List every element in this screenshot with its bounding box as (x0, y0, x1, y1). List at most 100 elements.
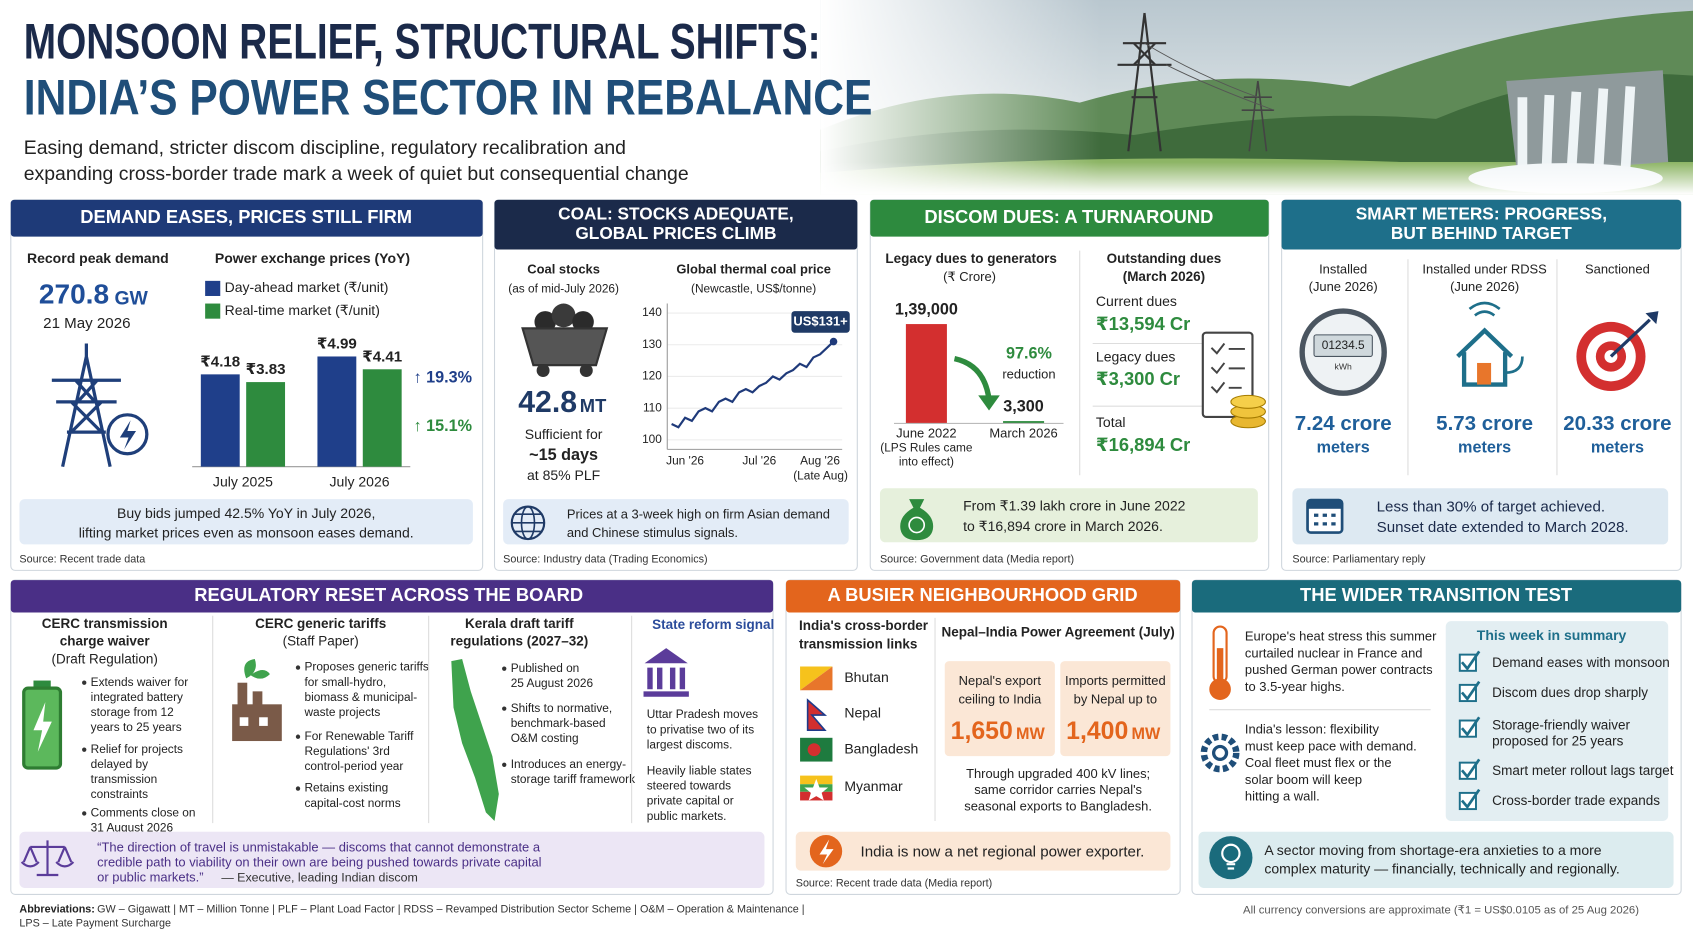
legend-swatch (205, 303, 221, 319)
moneybag-icon-part (900, 499, 934, 541)
panel-title: GLOBAL PRICES CLIMB (575, 223, 776, 243)
text: Legacy dues to generators (885, 251, 1057, 266)
flag-myanmar-part (804, 778, 829, 801)
text: A sector moving from shortage-era anxiet… (1264, 842, 1601, 858)
text: largest discoms. (647, 737, 733, 751)
text: MW (1016, 725, 1045, 743)
text: Extends waiver for (91, 675, 189, 689)
gear-icon-part (1211, 744, 1229, 762)
text: seasonal exports to Bangladesh. (964, 798, 1152, 813)
text: lifting market prices even as monsoon ea… (79, 524, 414, 540)
text: constraints (91, 787, 148, 801)
bulb-icon-part (1226, 863, 1236, 870)
check-icon-part (1460, 758, 1481, 779)
stat-box (1060, 661, 1171, 757)
factory-icon-part (232, 704, 282, 742)
check-icon-part (1460, 716, 1481, 737)
text: “The direction of travel is unmistakable… (97, 839, 541, 854)
text: 5.73 crore (1436, 412, 1533, 435)
down-arrow-part (953, 355, 992, 401)
calendar-icon-part (1314, 513, 1336, 526)
text: charge waiver (60, 634, 151, 649)
x-tick-label: July 2025 (213, 474, 273, 490)
note-box (19, 499, 473, 545)
factory-icon-part (252, 691, 263, 707)
stat-box (944, 661, 1055, 757)
text: Kerala draft tariff (465, 616, 574, 631)
bar (905, 324, 947, 424)
moneybag-icon-part (908, 516, 926, 534)
text: Shifts to normative, (511, 701, 612, 715)
panel-title: DISCOM DUES: A TURNAROUND (924, 206, 1213, 227)
bullet (295, 665, 301, 670)
note-box (1292, 488, 1669, 545)
source: Source: Recent trade data (Media report) (796, 877, 993, 889)
y-tick-label: 110 (643, 400, 662, 414)
text: — Executive, leading Indian discom (221, 871, 418, 885)
text: Sanctioned (1585, 261, 1650, 276)
check-icon (1458, 758, 1481, 780)
check-icon (1458, 650, 1481, 672)
text: (Newcastle, US$/tonne) (691, 282, 816, 296)
kerala-map-icon (451, 658, 499, 821)
coal-cart-icon-part (579, 364, 593, 378)
coal-cart-icon-part (536, 364, 550, 378)
text: Retains existing (304, 781, 388, 795)
check-icon (1458, 788, 1481, 811)
text: (Draft Regulation) (52, 652, 158, 667)
text: Legacy dues (1096, 348, 1175, 364)
source: Source: Parliamentary reply (1292, 553, 1426, 565)
annotation: ↑ 15.1% (414, 417, 472, 435)
text: to 3.5-year highs. (1245, 679, 1345, 694)
flag-nepal (806, 698, 828, 732)
text: ~15 days (529, 446, 598, 464)
text: meters (1458, 439, 1511, 457)
smart-home-icon-part (1505, 356, 1524, 375)
bullet (295, 786, 301, 791)
text: (Staff Paper) (283, 634, 359, 649)
legend-swatch (205, 280, 221, 296)
text: for small-hydro, (304, 675, 386, 689)
annotation: (Late Aug) (793, 469, 848, 483)
text: waste projects (303, 705, 380, 719)
power-icon-part (819, 839, 834, 865)
text: and Chinese stimulus signals. (567, 525, 738, 540)
thermometer-icon-part (1216, 648, 1224, 685)
x-tick-label: Jul '26 (742, 453, 776, 467)
note-box (503, 499, 849, 545)
text: Less than 30% of target achieved. (1377, 499, 1605, 516)
target-icon-part (1645, 311, 1659, 325)
panel-header (494, 199, 858, 250)
text: ₹13,594 Cr (1096, 313, 1190, 334)
y-tick-label: 140 (642, 305, 662, 319)
bullet (502, 666, 507, 671)
header-landscape-part (820, 162, 1693, 195)
text: at 85% PLF (527, 467, 600, 483)
panel-title: REGULATORY RESET ACROSS THE BOARD (194, 584, 583, 605)
factory-icon-part (244, 658, 270, 679)
value-label: ₹4.18 (200, 353, 240, 370)
text: Sufficient for (525, 426, 603, 442)
text: Nepal (844, 705, 881, 721)
text: Comments close on (91, 806, 196, 820)
thermometer-icon (1209, 625, 1231, 700)
text: control-period year (304, 759, 403, 773)
panel-header (786, 580, 1181, 613)
text: Global thermal coal price (676, 261, 831, 276)
smart-home-icon (1456, 301, 1524, 387)
check-icon-part (1458, 761, 1477, 780)
text: to ₹16,894 crore in March 2026. (963, 518, 1163, 534)
globe-icon (510, 505, 546, 541)
check-icon (1458, 716, 1481, 738)
text: years to 25 years (91, 720, 182, 734)
text: transmission (91, 772, 158, 786)
text: Proposes generic tariffs (304, 660, 428, 674)
text: into effect) (899, 454, 954, 468)
text: 01234.5 (1322, 338, 1365, 352)
x-tick-label: July 2026 (330, 474, 390, 490)
text: curtailed nuclear in France and (1245, 646, 1423, 661)
down-arrow-part (978, 395, 1000, 411)
text: delayed by (91, 757, 148, 771)
text: Bhutan (844, 669, 888, 685)
text: India's lesson: flexibility (1245, 722, 1380, 737)
